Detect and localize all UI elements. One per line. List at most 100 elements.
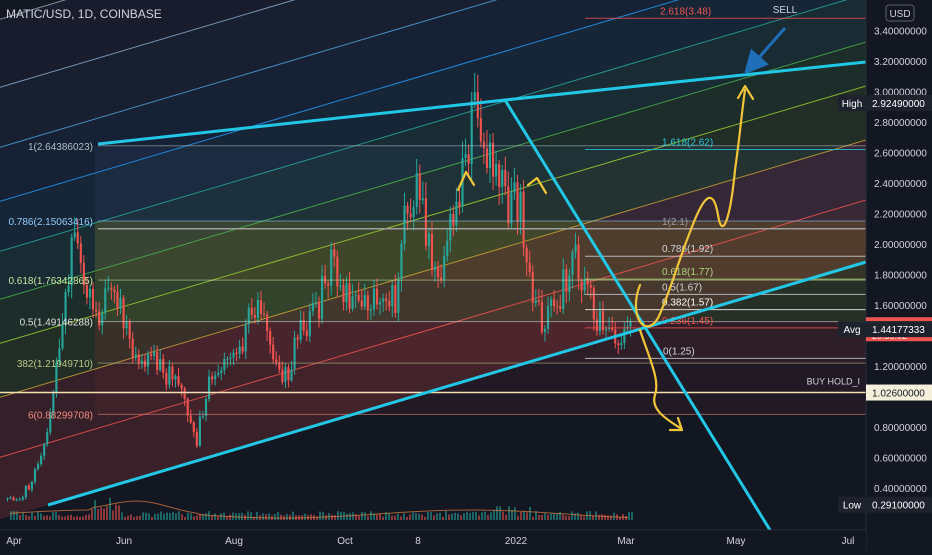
volume-bar [562, 514, 564, 520]
volume-bar [445, 511, 447, 520]
volume-bar [265, 514, 267, 520]
volume-bar [241, 512, 243, 520]
candle-body [583, 278, 586, 291]
candle-body [128, 321, 131, 339]
candle-body [311, 303, 314, 312]
volume-bar [427, 511, 429, 520]
candle-body [449, 213, 452, 241]
candle-body [531, 272, 534, 303]
candle-body [485, 148, 489, 169]
volume-bar [304, 513, 306, 520]
candle-body [180, 384, 183, 389]
volume-bar [544, 513, 546, 520]
buy-hold-label: BUY HOLD_I [807, 377, 860, 387]
candle-body [290, 369, 293, 381]
volume-bar [148, 513, 150, 520]
volume-bar [187, 512, 189, 520]
volume-bar [568, 516, 570, 520]
extension-label: 0.5(1.67) [662, 282, 702, 293]
candle-body [617, 343, 620, 346]
candle-body [473, 92, 476, 101]
trend-lines [47, 27, 866, 530]
fib-right-levels: 2.618(3.48) 1.618(2.62) 1(2.1) 0.786(1.92) 0… [585, 5, 866, 359]
sell-arrow [744, 27, 787, 75]
price-tick: 3.40000000 [874, 27, 927, 38]
candle-body [49, 413, 52, 433]
candle-body [369, 309, 372, 311]
price-label-value: 0.29100000 [872, 501, 925, 512]
candle-body [351, 296, 354, 309]
candle-body [324, 275, 327, 284]
candle-body [534, 300, 537, 303]
candle-body [577, 244, 580, 282]
candle-body [281, 369, 284, 382]
volume-bar [367, 516, 369, 520]
candle-body [314, 301, 318, 304]
candle-body [440, 277, 443, 281]
candle-body [241, 346, 244, 352]
candle-body [513, 182, 516, 193]
volume-bar [391, 515, 393, 520]
candle-body [250, 307, 253, 315]
candle-body [446, 240, 449, 256]
volume-bar [229, 514, 231, 520]
candle-body [275, 359, 278, 363]
volume-bar [112, 510, 114, 520]
fib-level-label: 6(0.88299708) [28, 410, 93, 421]
price-tick: 0.40000000 [874, 484, 927, 495]
volume-bar [97, 508, 99, 520]
volume-bar [475, 511, 477, 520]
volume-bar [64, 516, 66, 520]
candle-body [235, 352, 238, 354]
time-axis[interactable]: Apr Jun Aug Oct 8 2022 Mar May Jul [0, 529, 866, 550]
candle-body [418, 173, 421, 201]
channel-band [0, 140, 866, 458]
candle-body [516, 182, 519, 222]
candle-body [519, 191, 522, 222]
candle-body [308, 311, 311, 337]
volume-bar [19, 515, 21, 520]
bullish-arrowhead [736, 84, 755, 101]
volume-bar [631, 512, 633, 520]
volume-bar [31, 512, 33, 520]
candle-body [174, 376, 177, 380]
price-label-value: 1.44177333 [872, 325, 925, 336]
retracement-band [95, 145, 866, 221]
volume-bar [181, 514, 183, 520]
volume-bar [166, 512, 168, 520]
candle-body [82, 262, 85, 286]
candle-body [302, 319, 305, 331]
volume-bar [454, 512, 456, 520]
volume-bar [277, 512, 279, 520]
price-axis[interactable]: USD 3.40000000 3.20000000 3.00000000 2.80000… [865, 0, 932, 550]
candle-body [507, 186, 510, 224]
volume-bar [385, 512, 387, 520]
candle-body [27, 485, 30, 490]
candle-body [95, 309, 98, 312]
volume-bar [442, 516, 444, 520]
candle-body [211, 376, 214, 380]
volume-bar [256, 511, 258, 520]
volume-average-line [9, 500, 629, 519]
volume-bar [175, 513, 177, 520]
volume-bar [262, 513, 264, 520]
axis-background [866, 0, 932, 550]
candle-body [207, 376, 211, 399]
time-tick: Oct [337, 536, 353, 547]
candle-body [345, 283, 348, 303]
candle-body [333, 249, 336, 257]
price-label-tag [838, 321, 866, 338]
candle-body [427, 233, 431, 247]
candle-body [528, 262, 531, 273]
candle-body [504, 170, 507, 187]
candle-body [76, 232, 79, 244]
volume-bar [292, 511, 294, 520]
candle-body [317, 301, 321, 319]
volume-bar [394, 515, 396, 520]
volume-bar [46, 515, 48, 520]
volume-bar [577, 512, 579, 520]
candle-body [58, 348, 61, 363]
candle-body [571, 252, 574, 275]
